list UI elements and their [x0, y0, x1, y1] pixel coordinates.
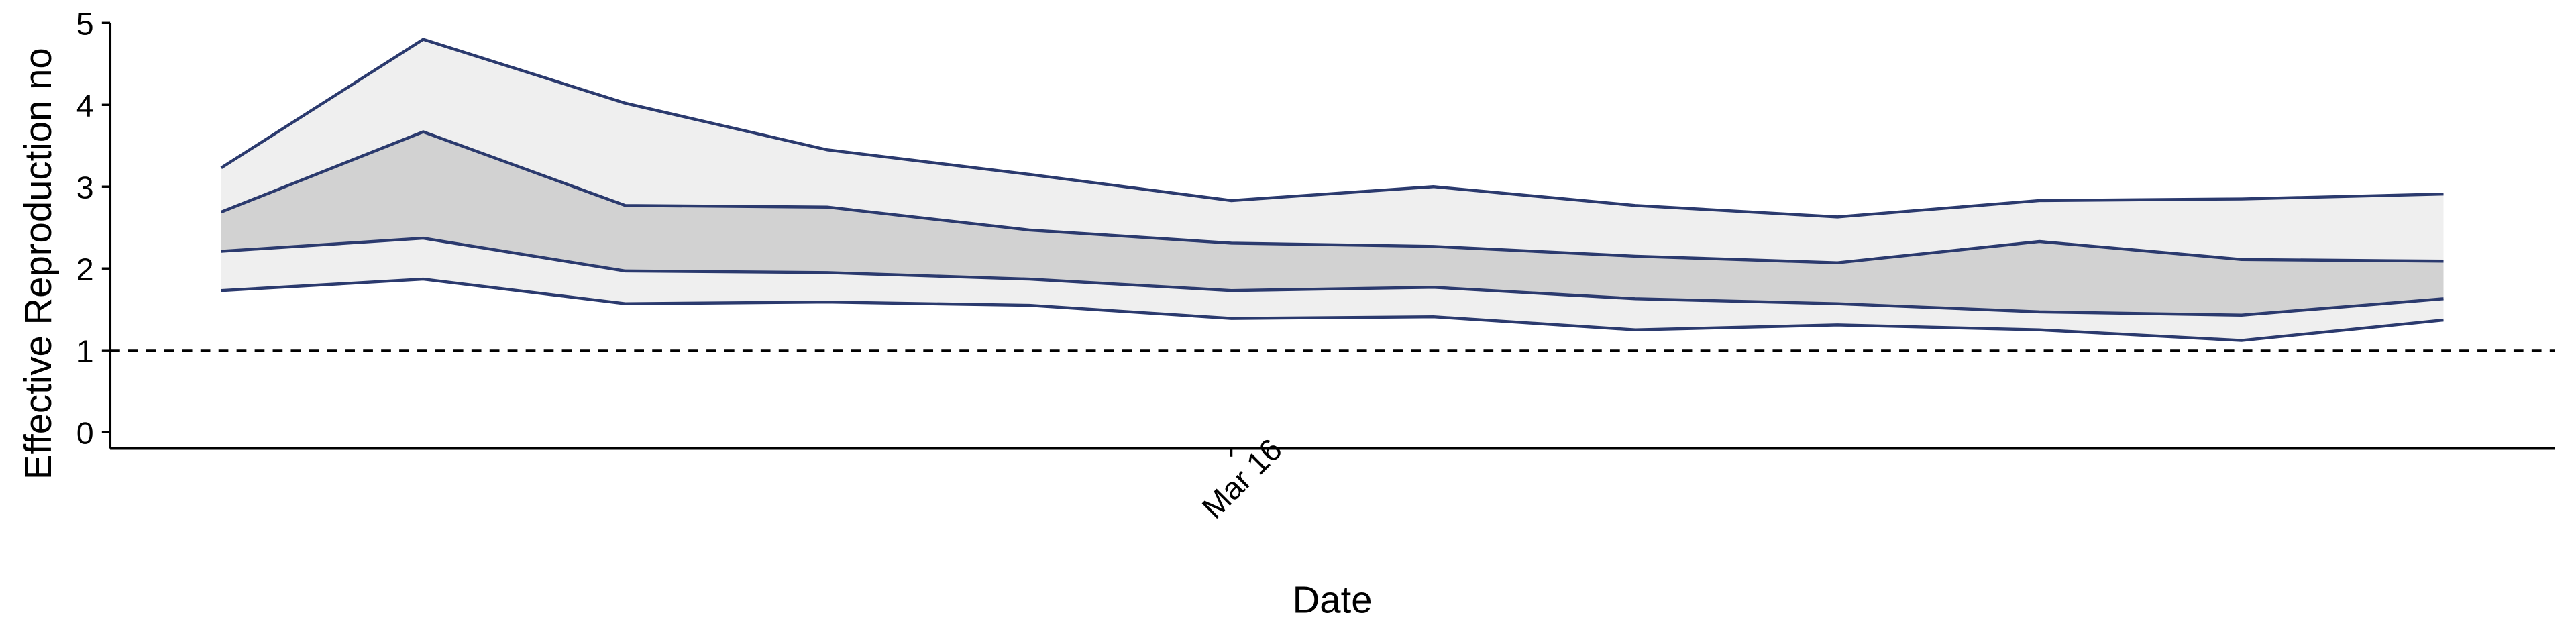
y-tick-label: 3: [76, 170, 94, 205]
y-tick-label: 0: [76, 415, 94, 450]
line: [221, 236, 2444, 317]
y-tick-label: 4: [76, 88, 94, 123]
band: [221, 131, 2444, 315]
y-tick-label: 2: [76, 252, 94, 286]
y-tick-label: 1: [76, 333, 94, 368]
x-axis-title: Date: [1293, 578, 1373, 621]
line: [221, 277, 2444, 342]
line: [220, 130, 2444, 264]
y-axis-title: Effective Reproduction no: [17, 48, 59, 480]
x-tick-label: Mar 16: [1195, 432, 1289, 525]
y-tick-label: 5: [76, 6, 94, 41]
line: [220, 38, 2444, 219]
